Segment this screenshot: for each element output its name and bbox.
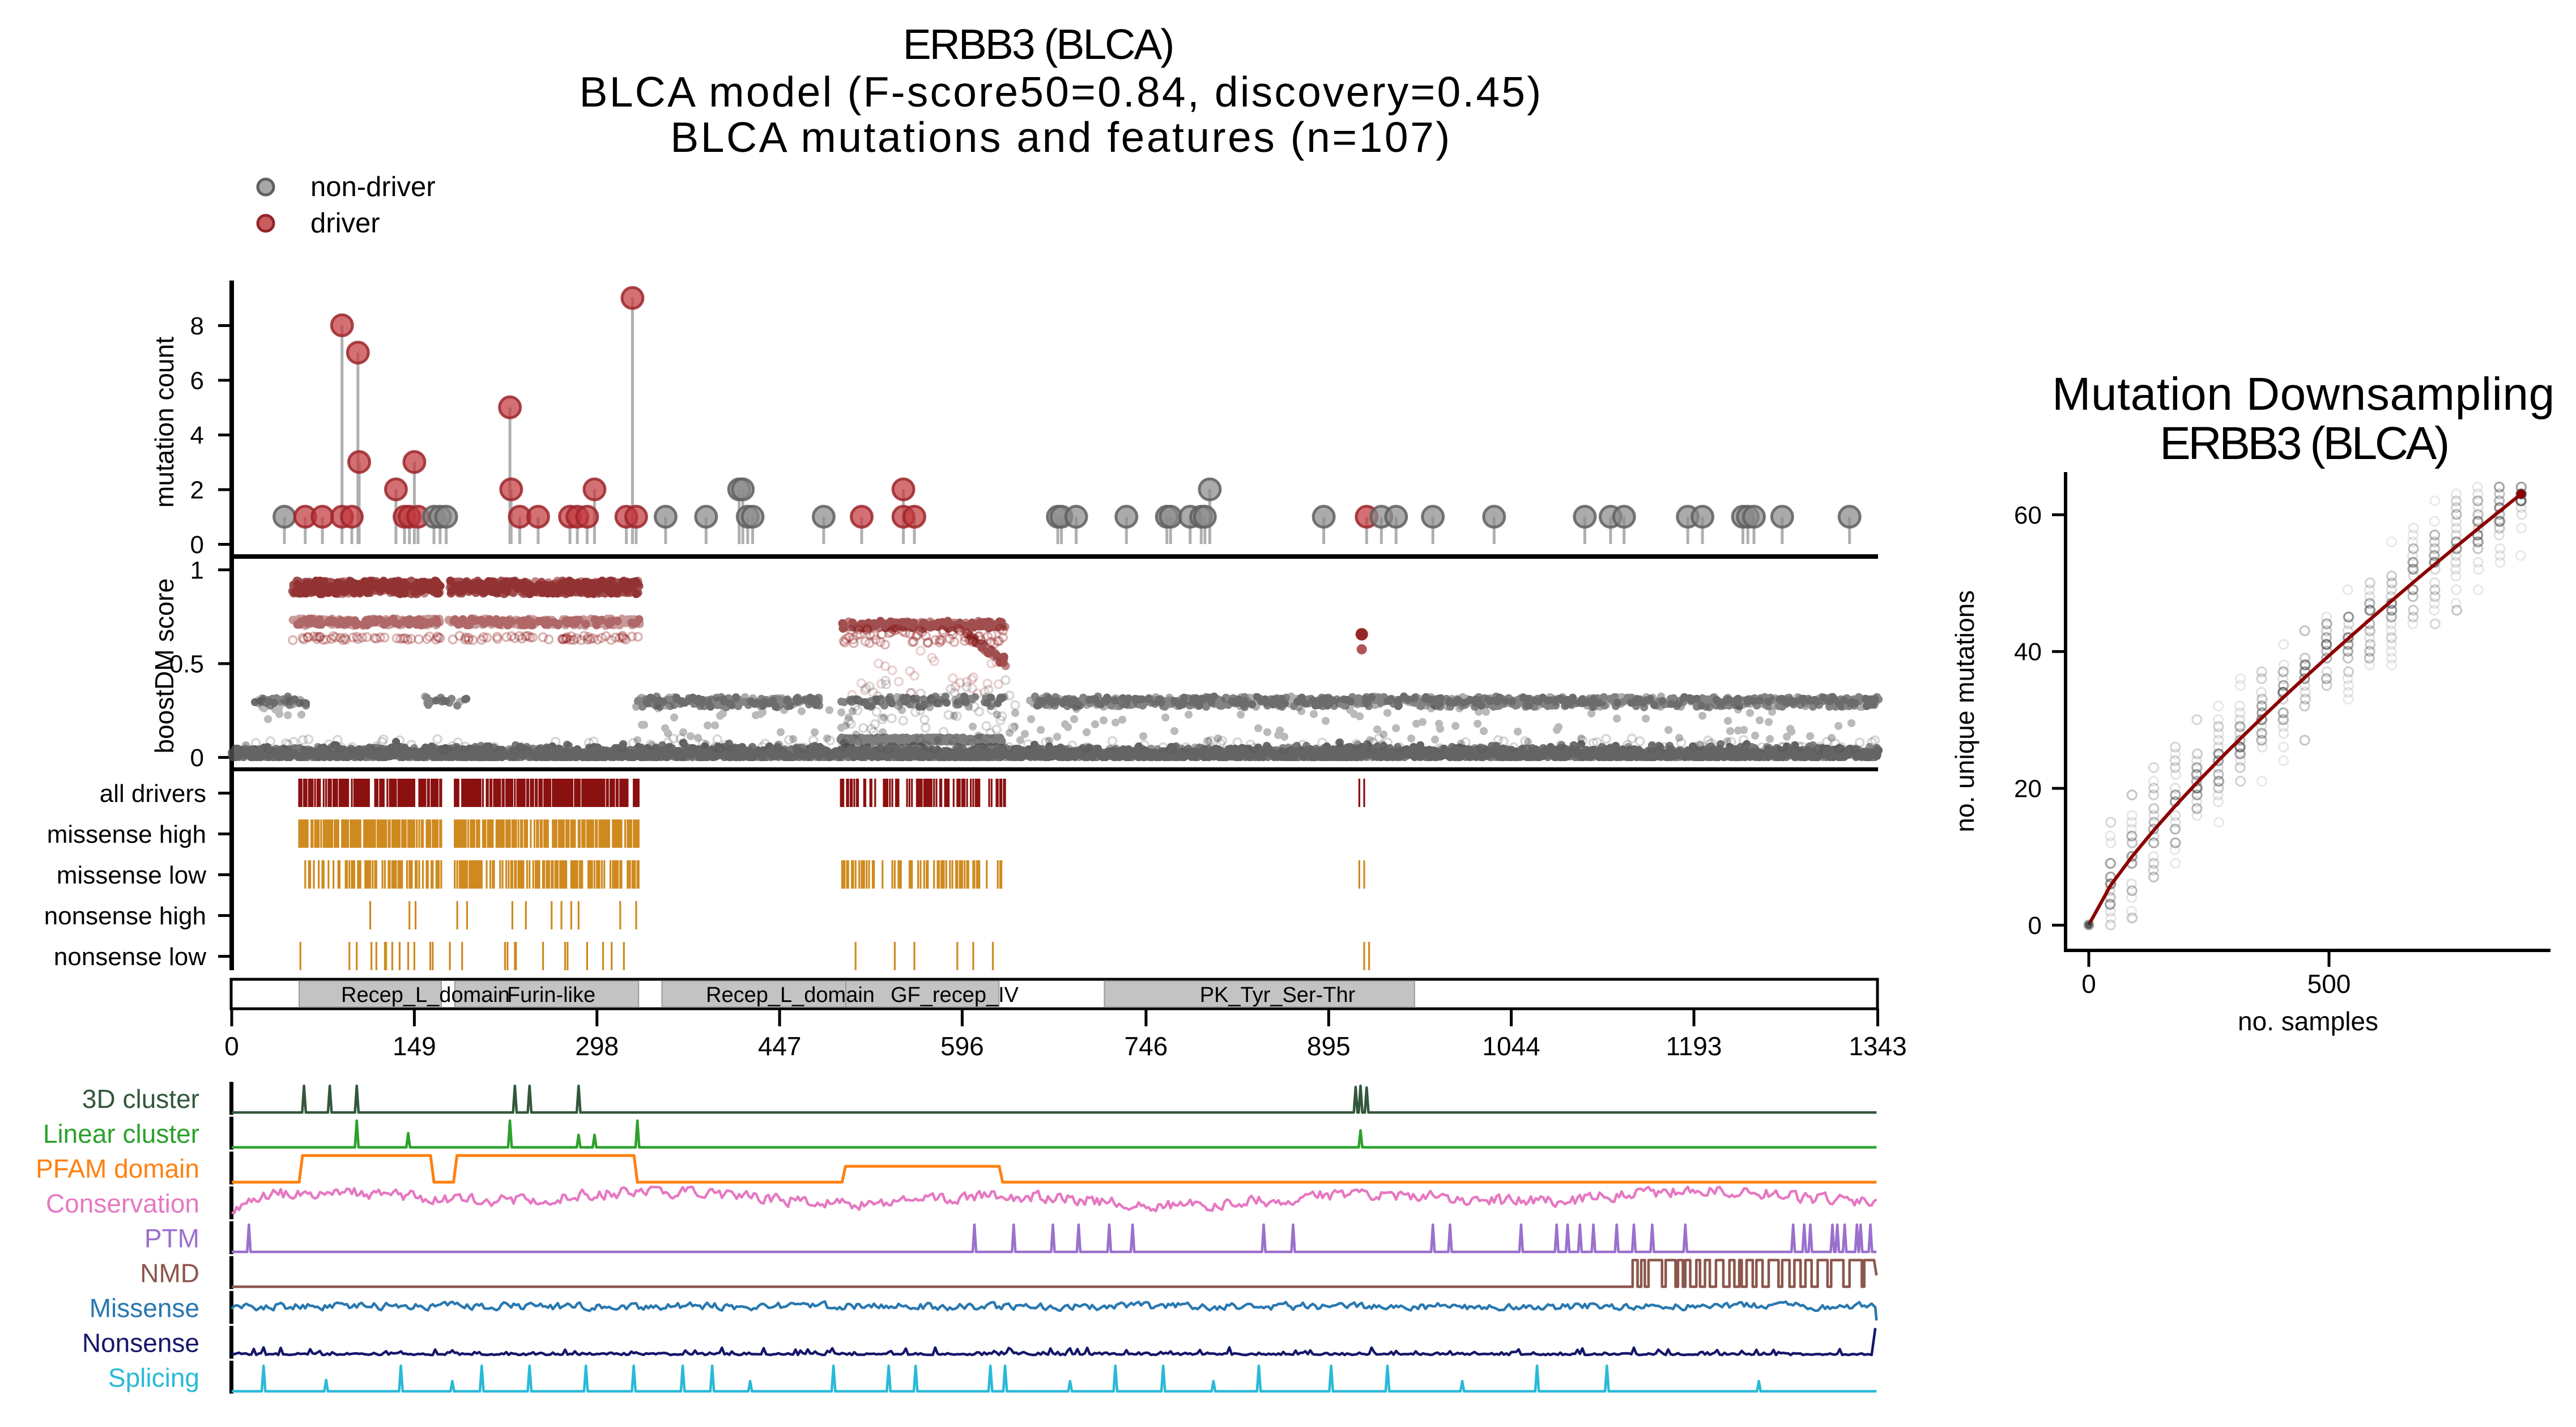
svg-text:1343: 1343 xyxy=(1849,1031,1906,1061)
svg-text:Recep_L_domain: Recep_L_domain xyxy=(341,983,510,1007)
svg-text:NMD: NMD xyxy=(140,1259,199,1288)
svg-text:Nonsense: Nonsense xyxy=(82,1328,199,1358)
svg-text:ERBB3 (BLCA): ERBB3 (BLCA) xyxy=(2160,418,2447,469)
svg-text:0: 0 xyxy=(190,744,204,772)
svg-text:4: 4 xyxy=(190,422,204,449)
svg-text:GF_recep_IV: GF_recep_IV xyxy=(891,983,1019,1007)
svg-text:20: 20 xyxy=(2014,775,2042,803)
svg-text:ERBB3 (BLCA): ERBB3 (BLCA) xyxy=(903,20,1173,68)
svg-text:149: 149 xyxy=(393,1031,436,1061)
svg-text:nonsense low: nonsense low xyxy=(54,943,206,971)
svg-text:non-driver: non-driver xyxy=(310,172,436,202)
svg-text:Furin-like: Furin-like xyxy=(507,983,595,1007)
svg-text:0: 0 xyxy=(2081,969,2096,999)
svg-text:no. samples: no. samples xyxy=(2238,1006,2378,1036)
svg-text:60: 60 xyxy=(2014,502,2042,529)
svg-text:missense low: missense low xyxy=(57,861,206,889)
svg-text:1044: 1044 xyxy=(1482,1031,1540,1061)
svg-text:0: 0 xyxy=(2028,912,2042,940)
svg-text:447: 447 xyxy=(758,1031,802,1061)
svg-text:PTM: PTM xyxy=(144,1224,199,1253)
svg-text:746: 746 xyxy=(1125,1031,1168,1061)
svg-text:Linear cluster: Linear cluster xyxy=(43,1119,199,1149)
svg-text:2: 2 xyxy=(190,477,204,504)
svg-text:Missense: Missense xyxy=(90,1293,199,1323)
svg-text:500: 500 xyxy=(2307,969,2351,999)
svg-text:BLCA mutations and features (n: BLCA mutations and features (n=107) xyxy=(670,113,1452,161)
svg-text:1: 1 xyxy=(190,557,204,584)
svg-text:1193: 1193 xyxy=(1666,1031,1722,1061)
svg-text:0: 0 xyxy=(224,1031,239,1061)
svg-text:895: 895 xyxy=(1307,1031,1351,1061)
svg-text:all drivers: all drivers xyxy=(100,780,206,808)
svg-text:Conservation: Conservation xyxy=(46,1189,199,1218)
svg-text:no. unique mutations: no. unique mutations xyxy=(1950,590,1979,832)
svg-text:6: 6 xyxy=(190,367,204,395)
svg-text:3D cluster: 3D cluster xyxy=(82,1084,199,1114)
svg-text:mutation count: mutation count xyxy=(150,337,179,508)
svg-text:PFAM domain: PFAM domain xyxy=(36,1154,199,1183)
svg-text:nonsense high: nonsense high xyxy=(44,902,206,930)
svg-text:596: 596 xyxy=(940,1031,984,1061)
svg-text:BLCA model (F-score50=0.84, di: BLCA model (F-score50=0.84, discovery=0.… xyxy=(580,68,1543,116)
svg-text:298: 298 xyxy=(575,1031,619,1061)
svg-text:PK_Tyr_Ser-Thr: PK_Tyr_Ser-Thr xyxy=(1200,983,1356,1007)
svg-text:0.5: 0.5 xyxy=(169,651,204,678)
svg-text:40: 40 xyxy=(2014,638,2042,666)
svg-text:boostDM score: boostDM score xyxy=(150,578,179,753)
svg-text:driver: driver xyxy=(310,208,380,239)
svg-text:8: 8 xyxy=(190,312,204,340)
svg-text:Splicing: Splicing xyxy=(108,1363,199,1392)
svg-text:missense high: missense high xyxy=(47,821,206,848)
svg-text:Recep_L_domain: Recep_L_domain xyxy=(706,983,875,1007)
svg-text:0: 0 xyxy=(190,531,204,559)
svg-text:Mutation Downsampling: Mutation Downsampling xyxy=(2052,368,2555,420)
